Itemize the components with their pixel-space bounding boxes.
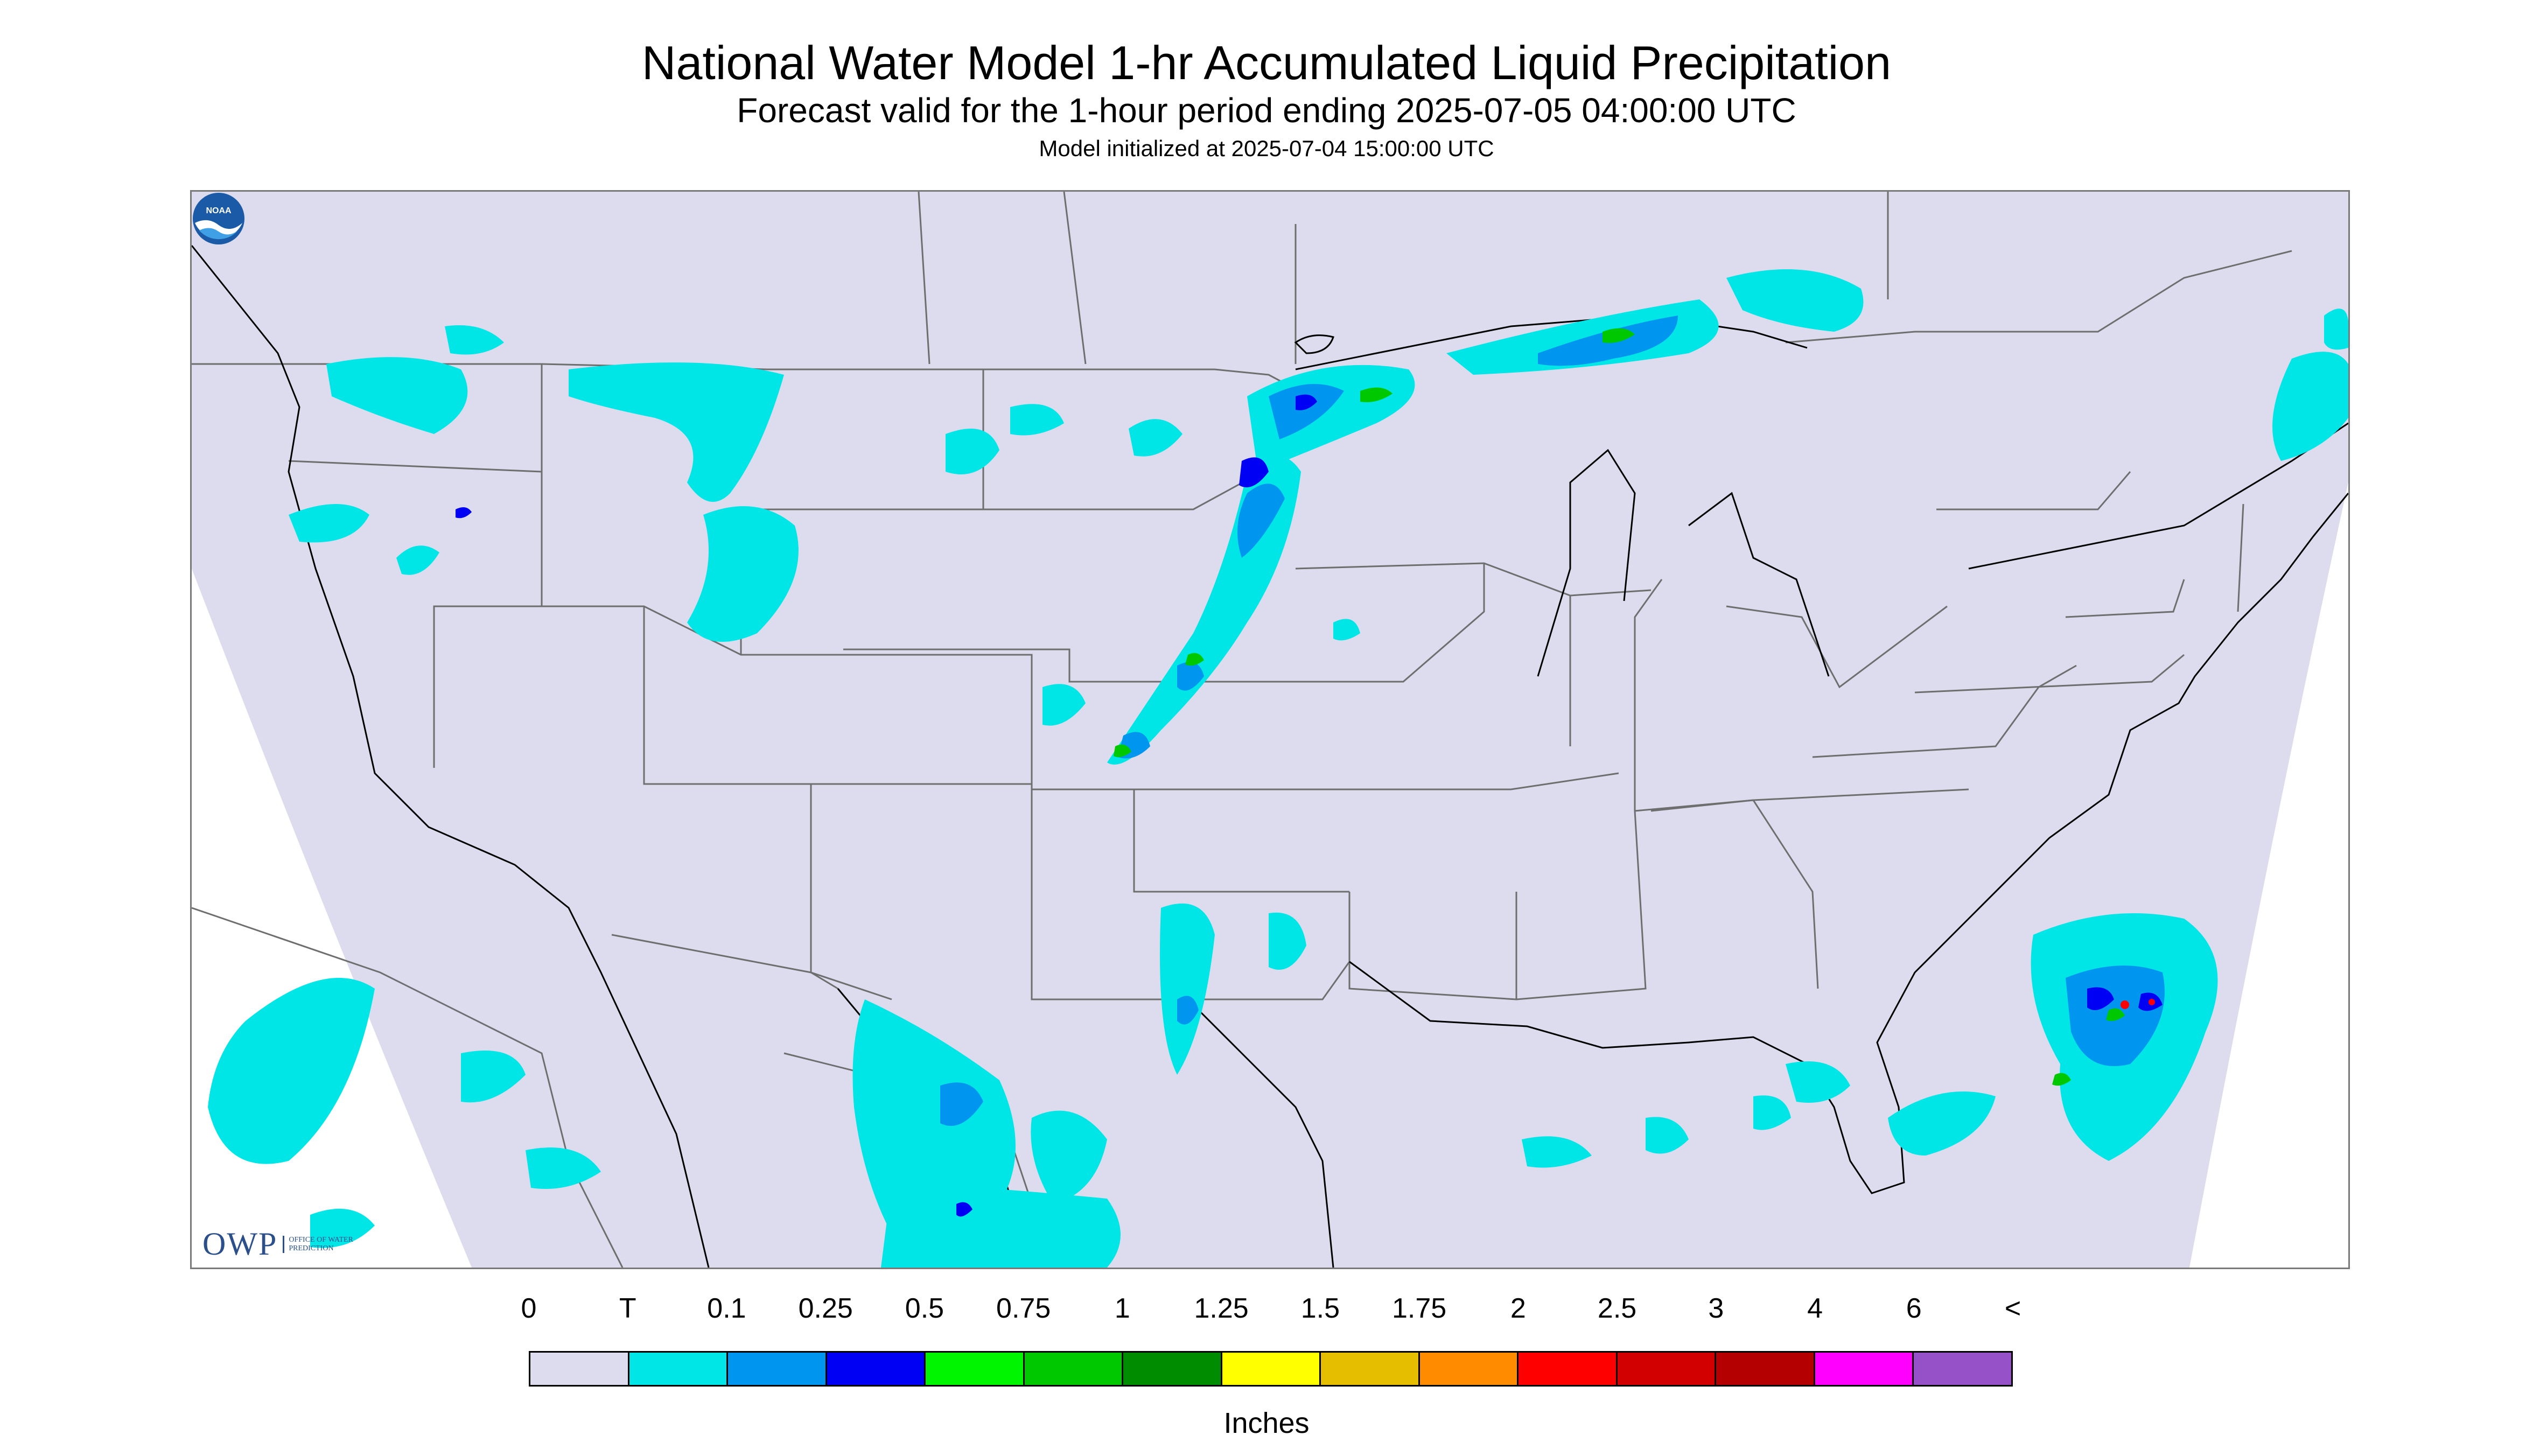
legend-swatch <box>629 1353 729 1385</box>
legend-label: 1.75 <box>1391 1293 1447 1324</box>
state-borders <box>192 192 2292 1268</box>
legend-swatch <box>1024 1353 1124 1385</box>
legend-label: 6 <box>1906 1293 1922 1324</box>
legend-label: 3 <box>1708 1293 1724 1324</box>
legend-swatch <box>1617 1353 1717 1385</box>
legend-label: 1.5 <box>1300 1293 1340 1324</box>
legend-swatch <box>1716 1353 1815 1385</box>
legend-label: 2.5 <box>1597 1293 1637 1324</box>
outside-domain-left <box>192 569 472 1268</box>
legend-label: 1 <box>1114 1293 1130 1324</box>
map-canvas <box>192 192 2348 1268</box>
legend-swatch <box>1222 1353 1321 1385</box>
owp-logo-text: OFFICE OF WATER PREDICTION <box>283 1235 364 1253</box>
legend-swatch <box>1123 1353 1222 1385</box>
precip-moderate <box>940 316 2165 1126</box>
legend-labels: 0 T 0.1 0.25 0.5 0.75 1 1.25 1.5 1.75 2 2.5 3 4 6 < <box>0 1292 2533 1330</box>
legend-label: 0.75 <box>996 1293 1051 1324</box>
legend-label: 0 <box>521 1293 537 1324</box>
legend-label: < <box>2004 1293 2021 1324</box>
legend-units: Inches <box>1223 1407 1310 1439</box>
legend-swatch <box>827 1353 926 1385</box>
legend-label: 4 <box>1807 1293 1823 1324</box>
legend-swatch <box>1914 1353 2011 1385</box>
outside-domain-right <box>2189 482 2348 1268</box>
legend-colorbar <box>529 1351 2013 1387</box>
precip-heavy <box>456 394 2163 1217</box>
noaa-logo-text: NOAA <box>206 206 232 215</box>
precip-very-heavy <box>1114 328 2125 1086</box>
legend-label: 0.5 <box>905 1293 944 1324</box>
legend-label: 0.25 <box>798 1293 853 1324</box>
legend-swatch <box>728 1353 827 1385</box>
legend-swatch <box>1519 1353 1618 1385</box>
legend-label: 1.25 <box>1194 1293 1249 1324</box>
legend-label: 2 <box>1510 1293 1526 1324</box>
legend-label: 0.1 <box>707 1293 746 1324</box>
legend-label: T <box>619 1293 636 1324</box>
map-title: National Water Model 1-hr Accumulated Li… <box>641 36 1892 89</box>
map-subtitle: Forecast valid for the 1-hour period end… <box>737 91 1796 130</box>
lake-outline <box>1294 334 1334 354</box>
owp-logo: OWP OFFICE OF WATER PREDICTION <box>202 1226 364 1263</box>
legend-swatch <box>1815 1353 1914 1385</box>
owp-logo-mark: OWP <box>202 1226 278 1262</box>
legend-swatch <box>926 1353 1025 1385</box>
legend-swatch <box>1321 1353 1420 1385</box>
precip-extreme <box>2121 999 2155 1009</box>
model-init-text: Model initialized at 2025-07-04 15:00:00… <box>1039 136 1494 161</box>
noaa-logo-icon: NOAA <box>193 193 244 244</box>
legend-swatch <box>1419 1353 1519 1385</box>
legend-swatch <box>530 1353 629 1385</box>
precipitation-map[interactable]: OWP OFFICE OF WATER PREDICTION NOAA <box>190 190 2350 1269</box>
